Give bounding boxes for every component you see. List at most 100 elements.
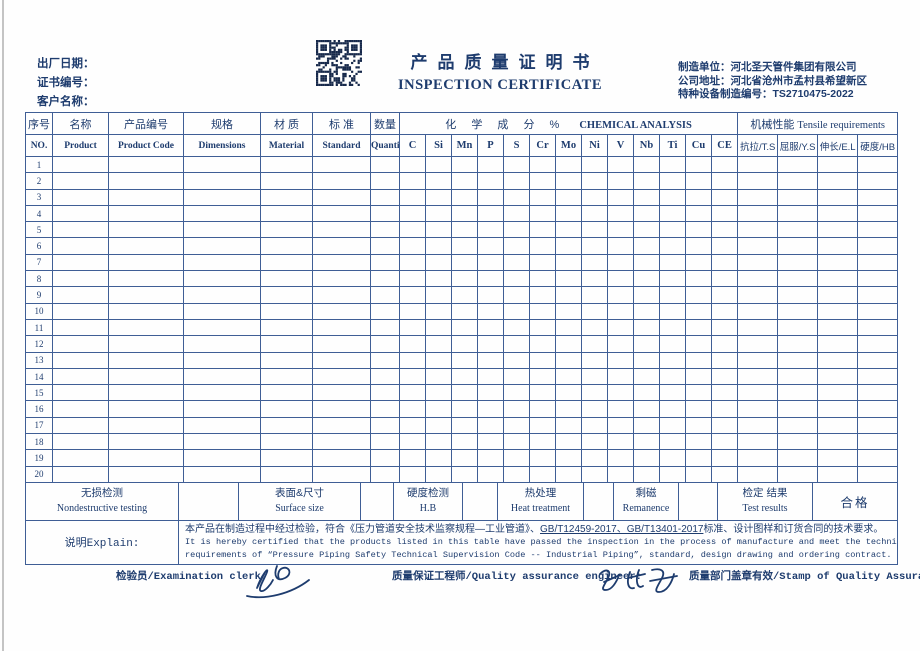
empty-cell bbox=[633, 155, 660, 174]
empty-cell bbox=[312, 433, 371, 451]
header-right-fields: 制造单位：河北圣天管件集团有限公司 公司地址：河北省沧州市孟村县希望新区 特种设… bbox=[678, 61, 867, 102]
empty-cell bbox=[183, 449, 261, 467]
empty-cell bbox=[370, 367, 400, 386]
empty-cell bbox=[529, 384, 556, 402]
empty-cell bbox=[399, 237, 426, 255]
empty-cell bbox=[777, 384, 819, 402]
empty-cell bbox=[659, 400, 686, 418]
empty-cell bbox=[399, 188, 426, 206]
col-header-dimensions-cn: 规格 bbox=[183, 112, 261, 135]
empty-cell bbox=[857, 351, 899, 369]
empty-cell bbox=[685, 416, 712, 435]
empty-cell bbox=[857, 318, 899, 337]
col-header-code-cn: 产品编号 bbox=[108, 112, 184, 135]
empty-cell bbox=[399, 221, 426, 239]
empty-cell bbox=[183, 286, 261, 304]
empty-cell bbox=[633, 433, 660, 451]
empty-cell bbox=[659, 384, 686, 402]
empty-cell bbox=[817, 400, 859, 418]
table-row: 6 bbox=[25, 237, 899, 255]
empty-cell bbox=[685, 172, 712, 190]
empty-cell bbox=[685, 270, 712, 288]
empty-cell bbox=[607, 172, 634, 190]
empty-cell bbox=[503, 465, 530, 483]
table-row: 5 bbox=[25, 221, 899, 239]
empty-cell bbox=[737, 367, 779, 386]
empty-cell bbox=[529, 318, 556, 337]
empty-cell bbox=[659, 416, 686, 435]
empty-cell bbox=[503, 351, 530, 369]
empty-cell bbox=[312, 351, 371, 369]
empty-cell bbox=[777, 286, 819, 304]
empty-cell bbox=[451, 188, 478, 206]
row-number: 9 bbox=[25, 286, 53, 304]
empty-cell bbox=[777, 237, 819, 255]
qr-code-icon bbox=[316, 40, 362, 86]
empty-cell bbox=[685, 188, 712, 206]
empty-cell bbox=[260, 351, 313, 369]
empty-cell bbox=[399, 367, 426, 386]
empty-cell bbox=[425, 302, 452, 320]
factory-date-label: 出厂日期： bbox=[37, 58, 95, 70]
empty-cell bbox=[477, 302, 504, 320]
empty-cell bbox=[633, 465, 660, 483]
empty-cell bbox=[451, 449, 478, 467]
empty-cell bbox=[555, 318, 582, 337]
empty-cell bbox=[817, 302, 859, 320]
row-number: 15 bbox=[25, 384, 53, 402]
empty-cell bbox=[529, 367, 556, 386]
empty-cell bbox=[370, 384, 400, 402]
element-col-Nb: Nb bbox=[633, 134, 660, 157]
empty-cell bbox=[777, 204, 819, 223]
empty-cell bbox=[685, 335, 712, 353]
col-header-standard-en: Standard bbox=[312, 134, 371, 157]
empty-cell bbox=[477, 416, 504, 435]
empty-cell bbox=[108, 416, 184, 435]
title-block: 产品质量证明书 INSPECTION CERTIFICATE bbox=[375, 48, 625, 94]
empty-cell bbox=[685, 155, 712, 174]
empty-cell bbox=[659, 155, 686, 174]
element-col-Si: Si bbox=[425, 134, 452, 157]
empty-cell bbox=[710, 416, 739, 435]
empty-cell bbox=[260, 172, 313, 190]
empty-cell bbox=[581, 335, 608, 353]
empty-cell bbox=[425, 433, 452, 451]
empty-cell bbox=[477, 172, 504, 190]
empty-cell bbox=[710, 286, 739, 304]
empty-cell bbox=[52, 253, 109, 272]
empty-cell bbox=[581, 172, 608, 190]
empty-cell bbox=[685, 237, 712, 255]
empty-cell bbox=[425, 351, 452, 369]
col-header-tensile: 抗拉/T.S bbox=[737, 134, 779, 157]
empty-cell bbox=[451, 367, 478, 386]
empty-cell bbox=[659, 351, 686, 369]
empty-cell bbox=[659, 335, 686, 353]
empty-cell bbox=[451, 400, 478, 418]
empty-cell bbox=[737, 270, 779, 288]
empty-cell bbox=[633, 367, 660, 386]
empty-cell bbox=[108, 270, 184, 288]
empty-cell bbox=[857, 155, 899, 174]
empty-cell bbox=[477, 335, 504, 353]
empty-cell bbox=[529, 188, 556, 206]
empty-cell bbox=[555, 351, 582, 369]
empty-cell bbox=[685, 465, 712, 483]
row-number: 1 bbox=[25, 155, 53, 174]
empty-cell bbox=[633, 449, 660, 467]
empty-cell bbox=[425, 367, 452, 386]
empty-cell bbox=[607, 270, 634, 288]
row-number: 14 bbox=[25, 367, 53, 386]
col-header-dimensions-en: Dimensions bbox=[183, 134, 261, 157]
empty-cell bbox=[260, 237, 313, 255]
row-number: 17 bbox=[25, 416, 53, 435]
empty-cell bbox=[581, 416, 608, 435]
empty-cell bbox=[710, 400, 739, 418]
empty-cell bbox=[555, 253, 582, 272]
col-header-material-cn: 材 质 bbox=[260, 112, 313, 135]
empty-cell bbox=[685, 433, 712, 451]
empty-cell bbox=[183, 188, 261, 206]
empty-cell bbox=[370, 253, 400, 272]
row-number: 13 bbox=[25, 351, 53, 369]
empty-cell bbox=[817, 318, 859, 337]
empty-cell bbox=[857, 335, 899, 353]
